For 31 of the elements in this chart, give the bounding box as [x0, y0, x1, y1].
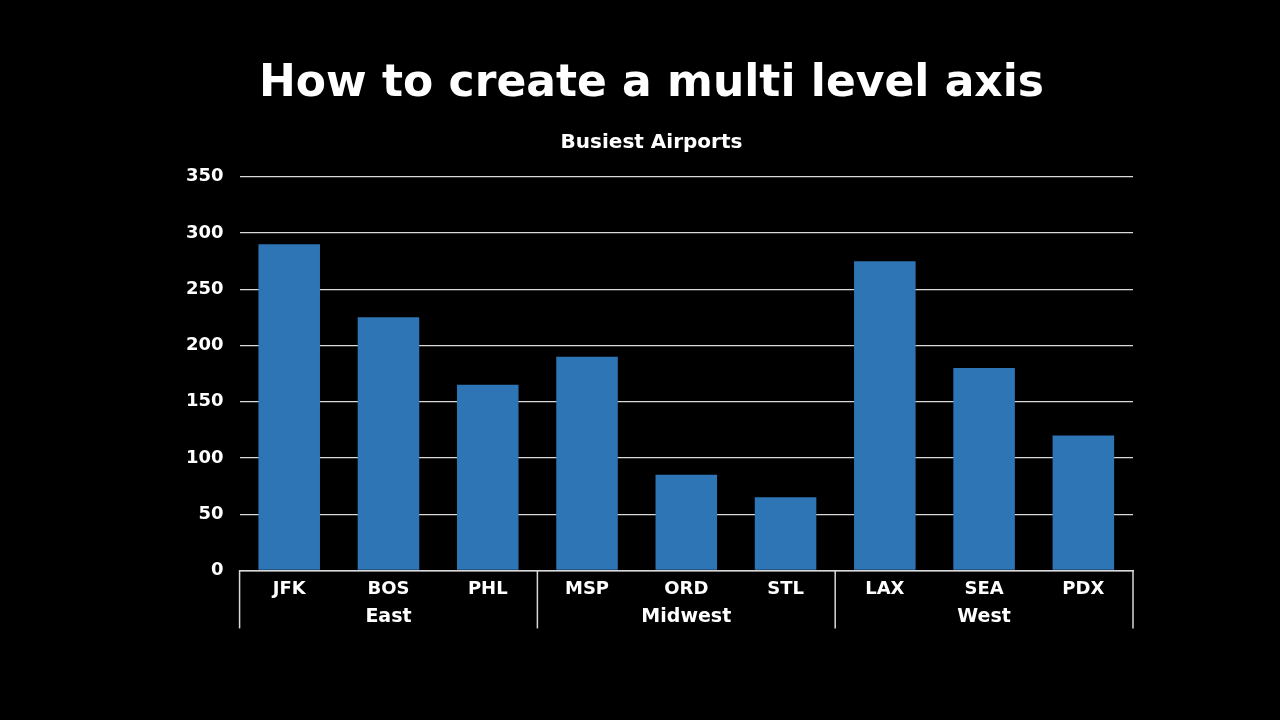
bar: [1052, 435, 1115, 570]
y-tick-label: 200: [186, 333, 224, 355]
bar: [357, 317, 420, 570]
y-tick-label: 100: [186, 445, 224, 467]
bar: [953, 367, 1015, 570]
bar: [456, 384, 519, 570]
y-tick-label: 300: [186, 220, 224, 242]
bar: [754, 497, 817, 570]
x-tick-label: BOS: [367, 576, 410, 598]
bar: [655, 474, 718, 570]
x-tick-label: PDX: [1062, 576, 1105, 598]
y-tick-label: 150: [186, 389, 224, 411]
bar: [556, 356, 618, 570]
y-tick-label: 50: [198, 501, 224, 523]
text: East: [365, 604, 412, 627]
x-tick-label: LAX: [865, 576, 905, 598]
chart-title: How to create a multi level axis: [259, 54, 1044, 106]
y-tick-label: 250: [186, 276, 224, 298]
x-tick-label: JFK: [270, 576, 307, 598]
x-tick-label: MSP: [564, 576, 610, 598]
x-tick-label: SEA: [964, 576, 1004, 598]
x-tick-label: ORD: [664, 576, 709, 598]
y-tick-label: 0: [211, 558, 224, 580]
bar: [854, 261, 916, 570]
x-tick-label: STL: [767, 576, 804, 598]
y-tick-label: 350: [186, 164, 224, 186]
bar: [258, 244, 320, 570]
text: West: [957, 604, 1011, 627]
chart-subtitle: Busiest Airports: [560, 129, 743, 153]
x-tick-label: PHL: [467, 576, 508, 598]
text: Midwest: [641, 604, 732, 627]
